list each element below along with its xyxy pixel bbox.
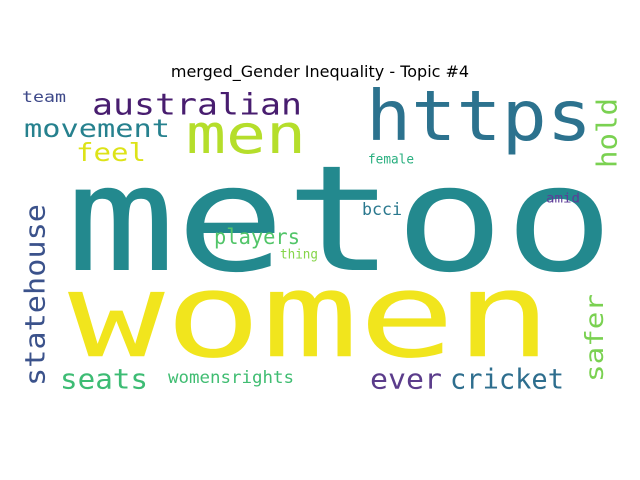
word-australian: australian — [92, 88, 302, 122]
word-womensrights: womensrights — [168, 367, 294, 387]
word-metoo: metoo — [66, 134, 614, 305]
word-hold: hold — [593, 98, 624, 168]
figure-title: merged_Gender Inequality - Topic #4 — [170, 62, 470, 81]
word-ever: ever — [370, 365, 442, 396]
word-men: men — [186, 102, 306, 166]
word-statehouse: statehouse — [21, 204, 52, 386]
word-seats: seats — [60, 365, 148, 396]
word-amid: amid — [546, 191, 580, 207]
word-bcci: bcci — [362, 199, 402, 219]
word-movement: movement — [24, 114, 170, 143]
word-team: team — [22, 89, 66, 106]
word-players: players — [214, 225, 300, 249]
word-women: women — [68, 247, 552, 384]
word-safer: safer — [580, 294, 609, 382]
word-https: https — [366, 77, 592, 157]
word-feel: feel — [76, 138, 146, 167]
word-thing: thing — [280, 247, 318, 263]
word-female: female — [368, 152, 414, 168]
word-cricket: cricket — [450, 365, 564, 396]
